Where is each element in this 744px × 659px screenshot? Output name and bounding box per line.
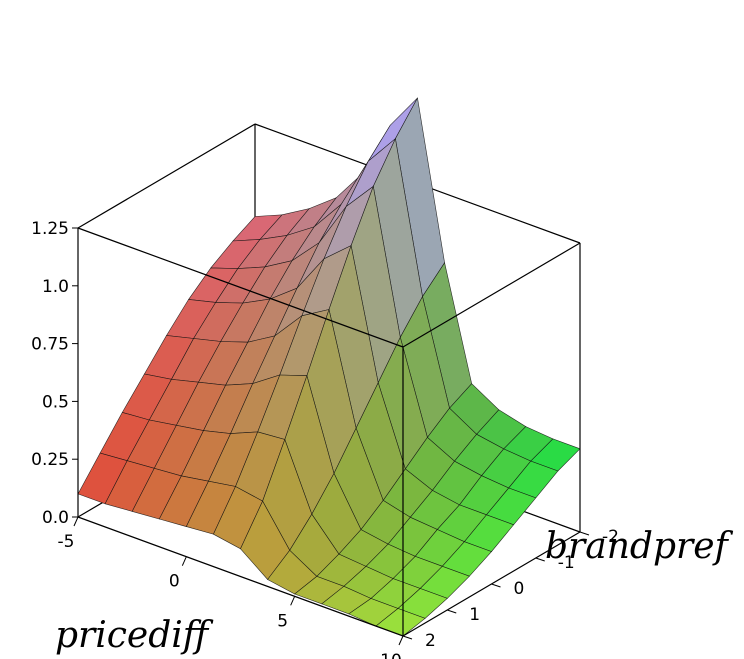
z-tick-label: 0.5 <box>42 392 69 412</box>
frame-edge <box>77 227 404 348</box>
z-tick-label: 0.25 <box>31 450 69 470</box>
y-tick-mark <box>535 557 545 562</box>
x-axis-title: pricediff <box>55 615 214 656</box>
frame-edge <box>77 516 404 637</box>
frame-edge <box>77 123 256 229</box>
z-tick-label: 0.0 <box>42 508 69 528</box>
y-tick-mark <box>491 583 501 588</box>
y-tick-label: -2 <box>602 527 619 547</box>
y-tick-label: 1 <box>469 605 480 625</box>
z-tick-label: 0.75 <box>31 335 69 355</box>
z-tick-label: 1.25 <box>31 219 69 239</box>
y-axis-title: brandpref <box>545 526 734 567</box>
x-tick-label: 0 <box>169 572 180 592</box>
x-tick-mark <box>398 635 404 646</box>
y-tick-label: 2 <box>425 631 436 651</box>
x-tick-mark <box>181 556 187 566</box>
x-tick-label: 5 <box>277 611 288 631</box>
y-tick-label: 0 <box>514 579 525 599</box>
x-tick-label: 10 <box>380 651 402 659</box>
y-tick-mark <box>402 635 413 640</box>
surface-mesh <box>77 97 581 637</box>
y-tick-mark <box>579 531 590 536</box>
x-tick-label: -5 <box>58 532 75 552</box>
z-tick-label: 1.0 <box>42 277 69 297</box>
x-tick-mark <box>290 596 296 606</box>
x-tick-mark <box>73 516 79 527</box>
y-tick-label: -1 <box>558 553 575 573</box>
frame-edge <box>402 242 581 348</box>
axis-ticks: 0.0 0.25 0.5 0.75 1.0 1.25 -5 0 5 10 -2 -1 0 1 2 <box>31 219 619 659</box>
y-tick-mark <box>447 609 457 614</box>
